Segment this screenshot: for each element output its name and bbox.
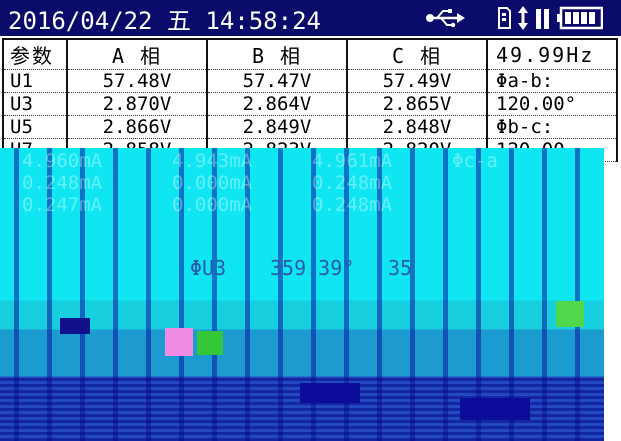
phase-value: 359.39°: [270, 256, 355, 280]
noise-block-green: [556, 301, 584, 327]
noise-block: [60, 318, 90, 334]
cell-value: 2.848V: [347, 115, 488, 139]
table-row: U5 2.866V 2.849V 2.848V Φb-c:: [2, 115, 618, 139]
phase-value-2: 35: [388, 256, 413, 280]
side-label: Φb-c:: [487, 115, 618, 139]
garbled-cell: 0.248mA: [312, 194, 393, 216]
sd-card-icon: [498, 7, 511, 29]
cell-value: 2.870V: [67, 92, 208, 116]
garbled-cell: 0.248mA: [22, 172, 103, 194]
garbled-cell: [452, 194, 602, 216]
row-label: U3: [2, 92, 68, 116]
cell-value: 57.49V: [347, 69, 488, 93]
measurement-table: 参数 A 相 B 相 C 相 49.99Hz U1 57.48V 57.47V …: [2, 38, 618, 162]
noise-block-green: [197, 331, 223, 355]
garbled-cell: 0.000mA: [172, 172, 253, 194]
garbled-cell: Φc-a: [452, 150, 498, 172]
usb-icon: [426, 9, 465, 28]
noise-block: [460, 398, 530, 420]
cell-value: 2.849V: [207, 115, 348, 139]
phase-label: ΦU3: [190, 256, 227, 280]
garbled-cell: 0.248mA: [312, 172, 393, 194]
cell-value: 2.864V: [207, 92, 348, 116]
table-row: U3 2.870V 2.864V 2.865V 120.00°: [2, 92, 618, 116]
garbled-cell: 4.943mA: [172, 150, 253, 172]
frequency-readout: 49.99Hz: [487, 38, 618, 70]
corrupted-display-region: 4.960mA 4.943mA 4.961mA Φc-a 0.248mA 0.0…: [0, 148, 604, 441]
header-phase-b: B 相: [207, 38, 348, 70]
garbled-cell: [452, 172, 602, 194]
table-row: U1 57.48V 57.47V 57.49V Φa-b:: [2, 69, 618, 93]
header-phase-c: C 相: [347, 38, 488, 70]
garbled-rows: 4.960mA 4.943mA 4.961mA Φc-a 0.248mA 0.0…: [0, 150, 621, 216]
signal-bars-icon: [536, 9, 549, 29]
side-value: 120.00°: [487, 92, 618, 116]
status-icons: [425, 3, 609, 33]
status-bar: 2016/04/22 五 14:58:24: [0, 0, 621, 36]
garbled-cell: 4.960mA: [22, 150, 103, 172]
cell-value: 57.47V: [207, 69, 348, 93]
row-label: U5: [2, 115, 68, 139]
cell-value: 2.865V: [347, 92, 488, 116]
table-header-row: 参数 A 相 B 相 C 相 49.99Hz: [2, 38, 618, 70]
garbled-cell: 0.247mA: [22, 194, 103, 216]
side-label: Φa-b:: [487, 69, 618, 93]
noise-block-pink: [165, 328, 193, 356]
datetime: 2016/04/22 五 14:58:24: [8, 6, 321, 35]
garbled-cell: 4.961mA: [312, 150, 393, 172]
battery-icon: [557, 6, 603, 30]
header-phase-a: A 相: [67, 38, 208, 70]
phase-row: ΦU3 359.39° 35: [0, 256, 604, 280]
cell-value: 57.48V: [67, 69, 208, 93]
noise-block: [300, 383, 360, 403]
cell-value: 2.866V: [67, 115, 208, 139]
header-param: 参数: [2, 38, 68, 70]
garbled-cell: 0.000mA: [172, 194, 253, 216]
up-down-arrows-icon: [518, 6, 528, 30]
row-label: U1: [2, 69, 68, 93]
